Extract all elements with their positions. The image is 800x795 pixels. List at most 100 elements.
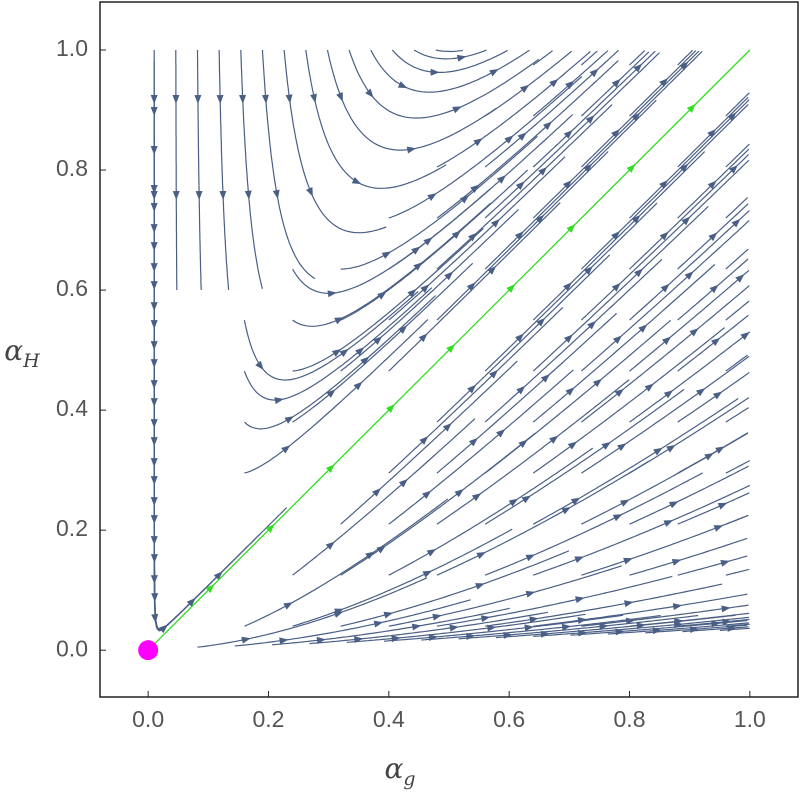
arrowhead — [661, 336, 672, 346]
y-tick-label: 0.0 — [56, 635, 88, 661]
arrowhead — [563, 130, 573, 139]
streamline — [348, 49, 540, 119]
streamline — [484, 258, 663, 423]
arrowhead — [722, 618, 732, 626]
arrowhead — [353, 381, 363, 391]
arrowhead — [686, 104, 696, 113]
arrowhead — [406, 146, 417, 154]
arrowhead — [515, 181, 525, 191]
streamline — [677, 555, 748, 576]
y-tick-label: 0.2 — [56, 515, 88, 541]
arrowhead — [306, 187, 313, 197]
x-tick-label: 1.0 — [734, 706, 766, 732]
streamline — [532, 50, 553, 66]
streamline — [436, 51, 591, 168]
streamline — [153, 452, 206, 631]
streamline — [391, 49, 508, 73]
arrowhead — [740, 331, 750, 341]
streamline — [261, 49, 316, 280]
arrowhead — [542, 121, 552, 131]
streamline — [436, 312, 618, 474]
arrowhead — [172, 95, 180, 105]
arrowhead — [272, 189, 280, 200]
x-tick-label: 0.6 — [493, 706, 525, 732]
streamline — [629, 154, 750, 270]
streamline — [580, 220, 750, 372]
arrowhead — [695, 388, 706, 397]
arrowhead — [624, 600, 634, 608]
streamline — [725, 568, 750, 576]
streamline — [580, 159, 750, 321]
streamline — [484, 472, 703, 576]
streamline — [370, 49, 530, 93]
x-tick-label: 0.2 — [252, 706, 284, 732]
streamline — [581, 514, 749, 576]
x-tick-label: 0.4 — [373, 706, 405, 732]
arrowhead — [619, 499, 630, 507]
arrowhead — [284, 416, 294, 424]
arrowhead — [265, 524, 275, 533]
arrowhead — [241, 636, 251, 644]
streamline — [725, 407, 749, 423]
arrowhead — [419, 436, 429, 445]
arrowhead — [428, 634, 438, 642]
arrowhead — [285, 94, 293, 104]
arrowhead — [565, 387, 575, 396]
arrowhead — [261, 94, 269, 104]
arrowhead — [674, 618, 684, 626]
arrowhead — [326, 389, 336, 398]
streamline — [388, 76, 583, 219]
arrowhead — [351, 177, 362, 185]
streamline — [484, 202, 658, 372]
streamline — [388, 202, 561, 372]
arrowhead — [316, 636, 326, 644]
streamline — [305, 49, 447, 189]
arrowhead — [611, 129, 620, 138]
arrowhead — [660, 283, 670, 293]
y-tick-label: 0.4 — [56, 395, 88, 421]
streamline — [533, 593, 748, 627]
fixed-point — [138, 640, 159, 661]
streamline — [436, 379, 630, 525]
streamline — [243, 290, 419, 381]
arrowhead — [398, 478, 408, 488]
arrowhead — [365, 551, 375, 560]
arrowhead — [536, 317, 546, 327]
arrowhead — [518, 439, 528, 449]
arrowhead — [336, 92, 343, 102]
arrowhead — [717, 502, 728, 510]
streamline — [629, 50, 646, 66]
streamline — [532, 205, 709, 372]
arrowhead — [496, 175, 507, 184]
streamline — [346, 613, 586, 643]
arrowhead — [712, 391, 723, 400]
y-tick-label: 0.8 — [56, 155, 88, 181]
streamline — [153, 530, 261, 631]
arrowhead — [549, 78, 559, 88]
streamline — [436, 60, 619, 219]
streamline — [244, 319, 429, 474]
streamline — [581, 355, 750, 474]
arrowhead — [711, 337, 721, 347]
arrowhead — [334, 317, 344, 325]
streamline — [340, 169, 529, 321]
streamline — [413, 49, 487, 60]
arrowhead — [585, 115, 595, 124]
arrowhead — [625, 617, 636, 625]
arrowhead — [325, 541, 335, 550]
arrowhead — [566, 224, 576, 233]
arrowhead — [517, 132, 527, 141]
arrowhead — [151, 613, 159, 624]
arrowhead — [279, 637, 289, 645]
arrowhead — [666, 444, 676, 453]
streamline — [725, 354, 748, 372]
arrowhead — [339, 348, 349, 358]
arrowhead — [213, 571, 223, 581]
streamline — [725, 143, 750, 168]
arrowhead — [508, 498, 519, 507]
arrowhead — [255, 360, 264, 370]
arrowhead — [684, 271, 694, 280]
arrowhead — [310, 93, 317, 104]
